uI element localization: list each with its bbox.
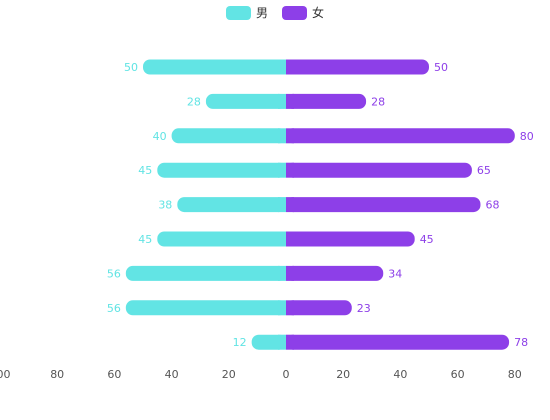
bar-male-5[interactable] bbox=[157, 231, 286, 247]
bar-male-1-inner bbox=[278, 93, 286, 109]
bar-female-8-inner bbox=[286, 334, 294, 350]
x-tick-label-7: 40 bbox=[393, 368, 407, 381]
x-tick-label-2: 60 bbox=[107, 368, 121, 381]
bar-male-6[interactable] bbox=[125, 265, 286, 281]
legend: 男 女 bbox=[0, 4, 550, 21]
data-label-female-6: 34 bbox=[388, 267, 402, 280]
legend-swatch-female bbox=[282, 5, 307, 20]
data-label-male-5: 45 bbox=[138, 233, 152, 246]
bar-female-7-inner bbox=[286, 300, 294, 316]
bar-female-3-inner bbox=[286, 162, 294, 178]
bar-female-1[interactable] bbox=[286, 93, 367, 109]
legend-item-male[interactable]: 男 bbox=[225, 4, 268, 21]
bar-female-6[interactable] bbox=[286, 265, 384, 281]
x-tick-label-1: 80 bbox=[50, 368, 64, 381]
bar-male-0-inner bbox=[278, 59, 286, 75]
bar-male-2[interactable] bbox=[171, 128, 286, 144]
data-label-male-2: 40 bbox=[153, 130, 167, 143]
bar-female-2[interactable] bbox=[286, 128, 515, 144]
data-label-male-8: 12 bbox=[233, 336, 247, 349]
bar-female-0-inner bbox=[286, 59, 294, 75]
bar-male-4[interactable] bbox=[177, 197, 286, 213]
data-label-female-5: 45 bbox=[420, 233, 434, 246]
bar-female-2-inner bbox=[286, 128, 294, 144]
data-label-female-1: 28 bbox=[371, 95, 385, 108]
bar-male-8-inner bbox=[278, 334, 286, 350]
bar-male-0[interactable] bbox=[143, 59, 286, 75]
data-label-male-4: 38 bbox=[158, 199, 172, 212]
bar-male-1[interactable] bbox=[205, 93, 286, 109]
x-tick-label-9: 80 bbox=[508, 368, 522, 381]
legend-item-female[interactable]: 女 bbox=[282, 4, 324, 21]
data-label-male-7: 56 bbox=[107, 302, 121, 315]
x-tick-label-0: 100 bbox=[0, 368, 11, 381]
data-label-female-0: 50 bbox=[434, 61, 448, 74]
legend-label-female: 女 bbox=[312, 6, 325, 20]
x-tick-label-8: 60 bbox=[451, 368, 465, 381]
data-label-female-4: 68 bbox=[485, 199, 499, 212]
bar-male-3-inner bbox=[278, 162, 286, 178]
bar-male-7-inner bbox=[278, 300, 286, 316]
bar-female-8[interactable] bbox=[286, 334, 510, 350]
bar-male-4-inner bbox=[278, 197, 286, 213]
bar-male-3[interactable] bbox=[157, 162, 286, 178]
bar-female-7[interactable] bbox=[286, 300, 352, 316]
x-tick-label-5: 0 bbox=[283, 368, 290, 381]
data-label-male-6: 56 bbox=[107, 267, 121, 280]
bar-male-8[interactable] bbox=[251, 334, 286, 350]
data-label-male-3: 45 bbox=[138, 164, 152, 177]
bar-female-5-inner bbox=[286, 231, 294, 247]
x-tick-label-3: 40 bbox=[165, 368, 179, 381]
data-label-female-8: 78 bbox=[514, 336, 528, 349]
bar-female-1-inner bbox=[286, 93, 294, 109]
x-tick-label-6: 20 bbox=[336, 368, 350, 381]
data-label-female-7: 23 bbox=[357, 302, 371, 315]
bar-female-6-inner bbox=[286, 265, 294, 281]
bar-female-5[interactable] bbox=[286, 231, 415, 247]
legend-swatch-male bbox=[225, 5, 251, 20]
legend-label-male: 男 bbox=[255, 6, 268, 20]
data-label-male-1: 28 bbox=[187, 95, 201, 108]
bar-female-3[interactable] bbox=[286, 162, 472, 178]
data-label-male-0: 50 bbox=[124, 61, 138, 74]
bar-male-5-inner bbox=[278, 231, 286, 247]
bar-male-2-inner bbox=[278, 128, 286, 144]
data-label-female-3: 65 bbox=[477, 164, 491, 177]
bar-female-4[interactable] bbox=[286, 197, 481, 213]
x-tick-label-4: 20 bbox=[222, 368, 236, 381]
bar-male-7[interactable] bbox=[125, 300, 286, 316]
data-label-female-2: 80 bbox=[520, 130, 534, 143]
bar-male-6-inner bbox=[278, 265, 286, 281]
bar-female-0[interactable] bbox=[286, 59, 429, 75]
bar-female-4-inner bbox=[286, 197, 294, 213]
